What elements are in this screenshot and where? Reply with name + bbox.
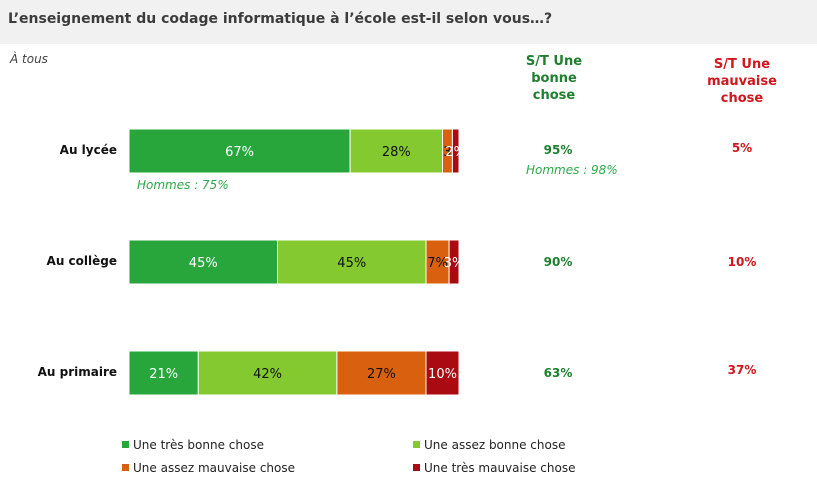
bad-header-line-3: chose: [720, 91, 764, 106]
legend-item-tres-bonne: Une très bonne chose: [122, 438, 264, 452]
bad-total-primaire: 37%: [727, 363, 757, 377]
good-total-lycee: 95%: [543, 143, 573, 157]
note-hommes-good-total: Hommes : 98%: [526, 163, 618, 177]
note-hommes-lycee: Hommes : 75%: [137, 178, 229, 192]
good-header-line-3: chose: [532, 88, 576, 103]
legend-swatch-assez-bonne: [413, 441, 420, 448]
bar-college-tres-bonne: [128, 239, 278, 285]
bar-college-tres-mauvaise: [448, 239, 460, 285]
bar-primaire-tres-mauvaise: [425, 350, 460, 396]
row-label-college: Au collège: [46, 254, 117, 268]
legend-label-tres-mauvaise: Une très mauvaise chose: [424, 461, 576, 475]
bar-college-assez-bonne: [277, 239, 427, 285]
legend-label-assez-mauvaise: Une assez mauvaise chose: [133, 461, 296, 475]
legend-label-tres-bonne: Une très bonne chose: [133, 438, 264, 452]
bar-lycee-assez-bonne: [349, 128, 444, 174]
bar-label-lycee-assez-bonne: 28%: [382, 145, 411, 160]
bar-label-primaire-assez-bonne: 42%: [253, 367, 282, 382]
bar-label-college-tres-bonne: 45%: [189, 256, 218, 271]
bar-label-lycee-assez-mauvaise: 3: [443, 145, 451, 160]
good-header-line-1: S/T Une: [525, 54, 583, 69]
legend-swatch-assez-mauvaise: [122, 464, 129, 471]
legend-item-assez-mauvaise: Une assez mauvaise chose: [122, 461, 295, 475]
chart-title: L’enseignement du codage informatique à …: [8, 11, 553, 27]
row-label-lycee: Au lycée: [59, 143, 117, 157]
bar-label-college-assez-bonne: 45%: [337, 256, 366, 271]
bad-header-line-1: S/T Une: [713, 57, 771, 72]
bar-label-primaire-tres-mauvaise: 10%: [428, 367, 457, 382]
bar-label-college-assez-mauvaise: 7%: [427, 256, 448, 271]
bar-lycee-tres-mauvaise: [451, 128, 460, 174]
bar-label-primaire-assez-mauvaise: 27%: [367, 367, 396, 382]
chart-subtitle: À tous: [10, 52, 48, 66]
bar-lycee-tres-bonne: [128, 128, 351, 174]
header-band: [0, 0, 817, 44]
good-total-header: S/T Une bonne chose: [494, 53, 614, 104]
legend-item-assez-bonne: Une assez bonne chose: [413, 438, 566, 452]
bad-header-line-2: mauvaise: [707, 74, 777, 89]
bad-total-header: S/T Une mauvaise chose: [682, 56, 802, 107]
legend-swatch-tres-mauvaise: [413, 464, 420, 471]
bar-label-lycee-tres-bonne: 67%: [225, 145, 254, 160]
bad-total-college: 10%: [727, 255, 757, 269]
bar-label-college-tres-mauvaise: 3%: [444, 256, 465, 271]
good-total-college: 90%: [543, 255, 573, 269]
row-label-primaire: Au primaire: [37, 365, 117, 379]
legend-swatch-tres-bonne: [122, 441, 129, 448]
legend-item-tres-mauvaise: Une très mauvaise chose: [413, 461, 575, 475]
bar-label-primaire-tres-bonne: 21%: [149, 367, 178, 382]
bad-total-lycee: 5%: [731, 141, 753, 155]
bar-primaire-assez-mauvaise: [336, 350, 427, 396]
good-total-primaire: 63%: [543, 366, 573, 380]
bar-primaire-assez-bonne: [197, 350, 338, 396]
good-header-line-2: bonne: [531, 71, 577, 86]
legend-label-assez-bonne: Une assez bonne chose: [424, 438, 566, 452]
bar-label-lycee-tres-mauvaise: 2%: [445, 145, 466, 160]
